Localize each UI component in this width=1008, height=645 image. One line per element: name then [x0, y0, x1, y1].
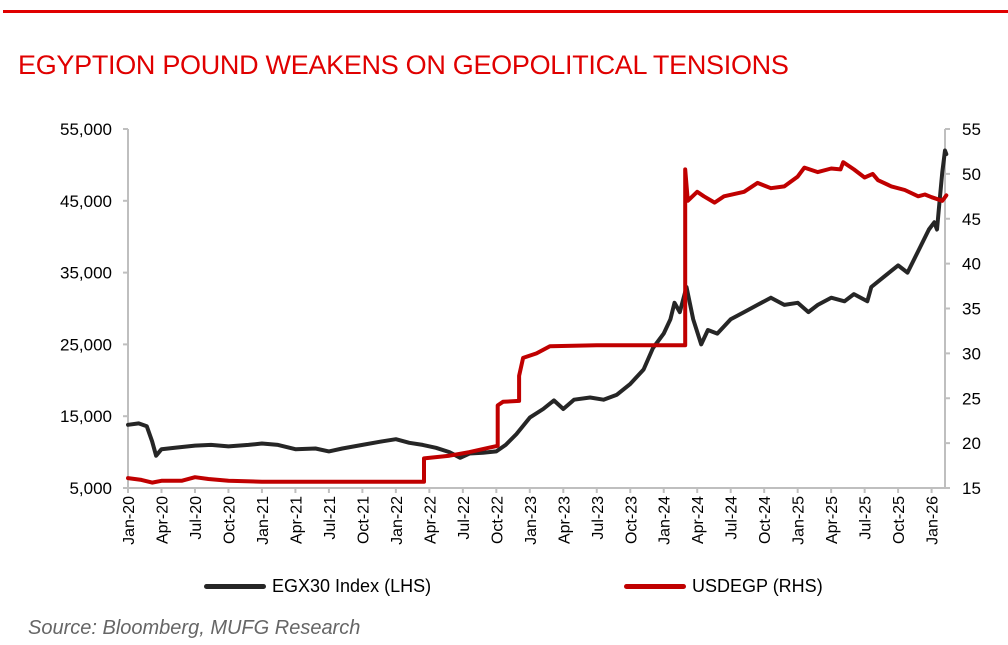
x-tick-label: Jul-23	[590, 496, 607, 540]
x-tick-label: Jul-24	[724, 496, 741, 540]
legend-label: EGX30 Index (LHS)	[272, 576, 432, 596]
x-tick-label: Jan-22	[389, 496, 406, 545]
x-tick-label: Jan-24	[657, 496, 674, 545]
y-left-tick-label: 5,000	[69, 479, 112, 498]
x-tick-label: Jul-20	[188, 496, 205, 540]
usdegp-line	[126, 160, 949, 485]
y-right-tick-label: 45	[962, 210, 981, 229]
x-tick-label: Oct-25	[891, 496, 908, 544]
x-tick-label: Jan-26	[925, 496, 942, 545]
y-right-tick-label: 50	[962, 165, 981, 184]
legend-swatch-red	[624, 584, 686, 589]
y-right-tick-label: 25	[962, 389, 981, 408]
x-tick-label: Apr-25	[824, 496, 841, 544]
x-tick-label: Jan-25	[791, 496, 808, 545]
y-right-tick-label: 30	[962, 344, 981, 363]
y-left-tick-label: 45,000	[60, 192, 112, 211]
x-tick-label: Jan-20	[121, 496, 138, 545]
x-tick-label: Apr-24	[690, 496, 707, 544]
x-tick-label: Apr-21	[288, 496, 305, 544]
egx30-line	[126, 148, 949, 460]
legend-label: USDEGP (RHS)	[692, 576, 823, 596]
x-tick-label: Oct-22	[489, 496, 506, 544]
x-tick-label: Oct-20	[221, 496, 238, 544]
x-tick-label: Apr-23	[556, 496, 573, 544]
top-rule	[3, 10, 1008, 13]
y-right-tick-label: 55	[962, 120, 981, 139]
source-note: Source: Bloomberg, MUFG Research	[28, 617, 361, 639]
x-tick-label: Jan-23	[523, 496, 540, 545]
y-left-tick-label: 25,000	[60, 335, 112, 354]
x-tick-label: Jul-25	[858, 496, 875, 540]
x-tick-label: Oct-23	[623, 496, 640, 544]
x-tick-label: Jul-22	[456, 496, 473, 540]
x-tick-label: Apr-20	[154, 496, 171, 544]
y-right-tick-label: 35	[962, 300, 981, 319]
y-right-tick-label: 40	[962, 255, 981, 274]
x-tick-label: Oct-24	[757, 496, 774, 544]
legend-swatch-black	[204, 584, 266, 589]
y-left-tick-label: 35,000	[60, 264, 112, 283]
legend-item-usdegp: USDEGP (RHS)	[624, 576, 823, 597]
x-tick-label: Jan-21	[255, 496, 272, 545]
chart-title: EGYPTION POUND WEAKENS ON GEOPOLITICAL T…	[18, 50, 789, 80]
x-tick-label: Jul-21	[322, 496, 339, 540]
y-left-tick-label: 15,000	[60, 407, 112, 426]
y-left-tick-label: 55,000	[60, 120, 112, 139]
y-right-tick-label: 20	[962, 434, 981, 453]
legend-item-egx30: EGX30 Index (LHS)	[204, 576, 431, 597]
y-right-tick-label: 15	[962, 479, 981, 498]
x-tick-label: Apr-22	[422, 496, 439, 544]
x-tick-label: Oct-21	[355, 496, 372, 544]
